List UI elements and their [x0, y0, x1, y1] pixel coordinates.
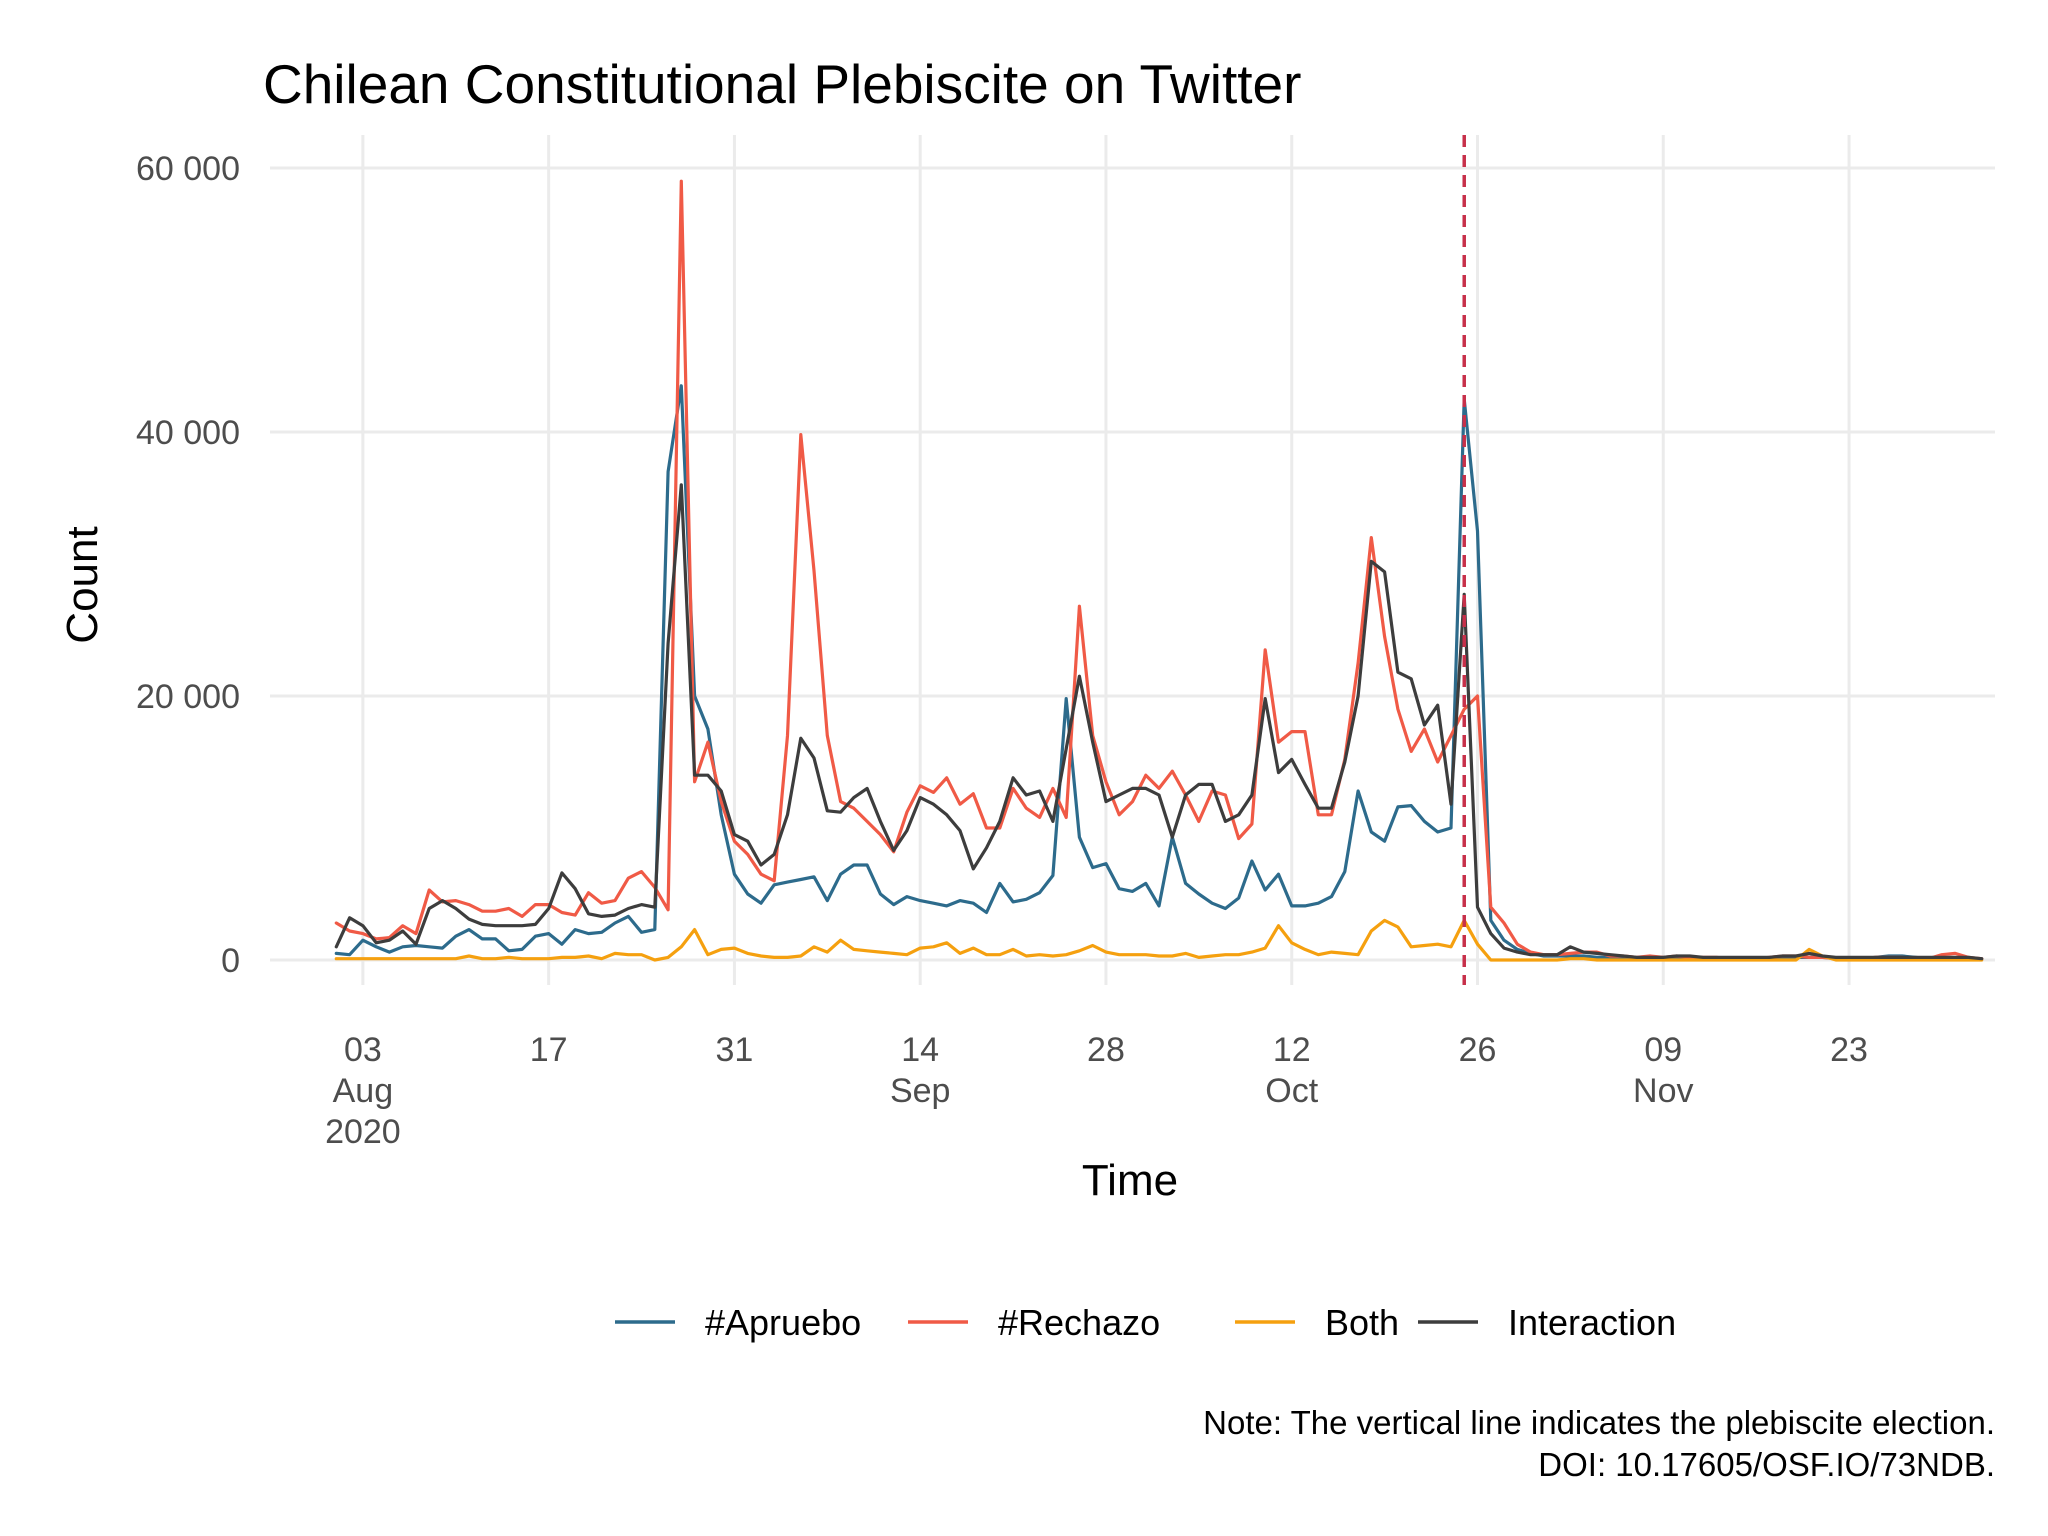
series-line-both	[334, 918, 1984, 962]
series-line-interaction	[334, 483, 1984, 961]
x-tick-label: Sep	[890, 1072, 951, 1110]
x-tick-label: 03	[344, 1031, 382, 1069]
x-tick-label: Aug	[333, 1072, 394, 1110]
series-lines	[334, 179, 1984, 962]
x-tick-label: Nov	[1633, 1072, 1693, 1110]
grid	[270, 135, 1995, 985]
legend-label-rechazo: #Rechazo	[998, 1302, 1160, 1343]
y-axis-ticks: 0 20 000 40 000 60 000	[136, 150, 240, 980]
x-tick-label: 12	[1273, 1031, 1311, 1069]
legend-label-both: Both	[1325, 1302, 1399, 1343]
x-tick-label: 28	[1087, 1031, 1125, 1069]
x-tick-label: 26	[1459, 1031, 1497, 1069]
x-tick-label: 17	[530, 1031, 568, 1069]
legend-label-interaction: Interaction	[1508, 1302, 1676, 1343]
x-tick-label: 23	[1830, 1031, 1868, 1069]
chart-title: Chilean Constitutional Plebiscite on Twi…	[263, 53, 1301, 115]
legend: #Apruebo #Rechazo Both Interaction	[615, 1302, 1676, 1343]
y-tick-label: 20 000	[136, 678, 240, 716]
y-tick-label: 0	[221, 942, 240, 980]
x-tick-label: 2020	[325, 1113, 401, 1151]
x-tick-label: 09	[1644, 1031, 1682, 1069]
note-line-1: Note: The vertical line indicates the pl…	[1203, 1404, 1995, 1441]
y-tick-label: 40 000	[136, 414, 240, 452]
x-tick-label: 14	[901, 1031, 939, 1069]
legend-label-apruebo: #Apruebo	[705, 1302, 861, 1343]
series-line-rechazo	[334, 179, 1984, 961]
note-line-2: DOI: 10.17605/OSF.IO/73NDB.	[1538, 1446, 1995, 1483]
y-tick-label: 60 000	[136, 150, 240, 188]
y-axis-title: Count	[58, 526, 107, 643]
x-tick-label: 31	[716, 1031, 754, 1069]
x-tick-label: Oct	[1265, 1072, 1318, 1110]
x-axis-title: Time	[1082, 1156, 1178, 1205]
series-line-apruebo	[334, 384, 1984, 961]
